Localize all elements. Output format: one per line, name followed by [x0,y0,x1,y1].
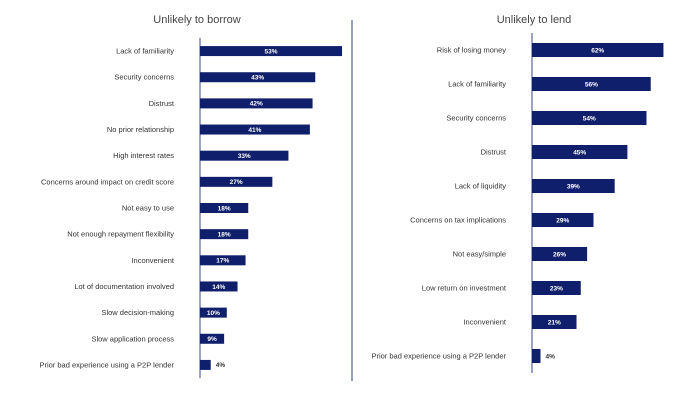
borrow-category-label: Slow decision-making [101,308,174,317]
borrow-category-label: No prior relationship [107,125,174,134]
borrow-bar [200,359,211,370]
borrow-chart-panel: Lack of familiarity 53% Security concerns 4… [39,38,343,378]
lend-category-label: Security concerns [446,114,506,123]
borrow-bar [200,150,289,161]
borrow-category-label: Inconvenient [131,256,174,265]
borrow-bar [200,46,343,57]
borrow-category-label: Lack of familiarity [116,47,174,56]
lend-category-label: Low return on investment [422,284,507,293]
lend-value-label: 23% [550,285,563,292]
borrow-value-label: 27% [230,179,243,186]
borrow-bar [200,98,313,109]
borrow-value-label: 14% [212,284,225,291]
borrow-category-label: Distrust [149,99,175,108]
borrow-category-label: Security concerns [114,73,174,82]
lend-chart-panel: Risk of losing money 62% Lack of familiari… [371,33,664,373]
lend-category-label: Concerns on tax implications [410,216,506,225]
borrow-value-label: 10% [207,310,220,317]
lend-bar [532,281,581,295]
borrow-value-label: 53% [265,48,278,55]
lend-bar [532,349,541,363]
lend-category-label: Lack of familiarity [448,80,506,89]
lend-category-label: Risk of losing money [437,46,506,55]
borrow-value-label: 18% [218,231,231,238]
borrow-category-label: Not enough repayment flexibility [67,230,174,239]
lend-bar [532,213,594,227]
lend-value-label: 29% [556,217,569,224]
borrow-bar [200,229,249,240]
lend-category-label: Inconvenient [463,318,506,327]
lend-value-label: 54% [583,115,596,122]
lend-value-label: 56% [585,81,598,88]
lend-value-label: 21% [548,319,561,326]
chart-title-lend: Unlikely to lend [497,14,572,26]
lend-bar [532,43,664,57]
lend-value-label: 45% [573,149,586,156]
lend-bar [532,145,628,159]
borrow-value-label: 33% [238,153,251,160]
borrow-value-label: 42% [250,101,263,108]
borrow-bar [200,203,249,213]
borrow-bar [200,255,246,266]
borrow-category-label: Concerns around impact on credit score [41,177,174,186]
lend-bar [532,179,615,193]
lend-value-label: 4% [545,353,555,360]
lend-bar [532,247,588,261]
borrow-value-label: 18% [218,205,231,212]
lend-value-label: 39% [567,183,580,190]
borrow-category-label: High interest rates [113,151,174,160]
borrow-category-label: Lot of documentation involved [74,282,174,291]
chart-title-borrow: Unlikely to borrow [153,14,240,26]
borrow-value-label: 4% [216,362,226,369]
lend-bar [532,111,647,125]
lend-category-label: Prior bad experience using a P2P lender [371,352,506,361]
borrow-bar [200,124,310,135]
lend-bar [532,315,577,329]
borrow-bar [200,307,227,318]
borrow-category-label: Prior bad experience using a P2P lender [39,360,174,369]
borrow-category-label: Slow application process [91,334,174,343]
borrow-value-label: 43% [251,75,264,82]
borrow-bar [200,176,273,187]
borrow-bar [200,333,225,344]
borrow-value-label: 9% [207,336,217,343]
lend-value-label: 62% [591,47,604,54]
lend-bar [532,77,651,91]
borrow-bar [200,72,316,83]
borrow-bar [200,281,238,292]
lend-category-label: Distrust [481,148,507,157]
borrow-category-label: Not easy to use [122,204,174,213]
lend-category-label: Not easy/simple [453,250,506,259]
lend-value-label: 26% [553,251,566,258]
borrow-value-label: 41% [248,127,261,134]
lend-category-label: Lack of liquidity [455,182,507,191]
borrow-value-label: 17% [216,258,229,265]
